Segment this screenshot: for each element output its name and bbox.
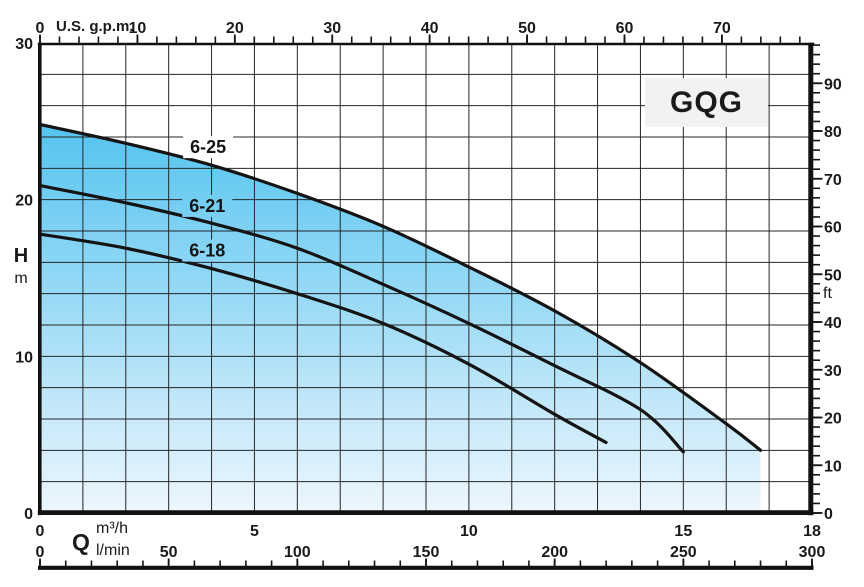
- axis-ticks: [39, 34, 823, 566]
- top-axis-tick-label: 50: [518, 20, 536, 37]
- plot-borders: [37, 42, 815, 570]
- curve-label-bg: [182, 194, 233, 217]
- left-axis-tick-label: 10: [15, 349, 33, 366]
- right-axis-tick-label: 50: [824, 267, 842, 284]
- right-axis-tick-label: 10: [824, 458, 842, 475]
- left-axis-tick-label: 30: [15, 36, 33, 53]
- top-axis-tick-label: 0: [36, 20, 45, 37]
- m3h-axis-tick-label: 5: [250, 523, 259, 540]
- left-axis-tick-label: 0: [24, 506, 33, 523]
- curve-label-bg: [183, 136, 234, 159]
- curve-label-bg: [182, 239, 233, 262]
- right-axis-tick-label: 20: [824, 411, 842, 428]
- chart-title: GQG: [645, 78, 768, 127]
- lmin-axis-tick-label: 100: [284, 544, 311, 561]
- m3h-axis-tick-label: 15: [674, 523, 692, 540]
- top-axis-tick-label: 70: [713, 20, 731, 37]
- m3h-axis-tick-label: 18: [803, 523, 821, 540]
- right-axis-unit-label: ft: [823, 285, 832, 302]
- lmin-axis-tick-label: 150: [413, 544, 440, 561]
- flow-axis-m3h-unit-label: m³/h: [96, 520, 128, 537]
- right-axis-tick-label: 0: [824, 506, 833, 523]
- curve-label-6-18: 6-18: [189, 241, 225, 261]
- curve-label-6-25: 6-25: [190, 137, 226, 157]
- flow-axis-lmin-unit-label: l/min: [96, 542, 130, 559]
- right-axis-tick-label: 70: [824, 172, 842, 189]
- grid-lines: [40, 43, 812, 513]
- left-axis-tick-label: 20: [15, 193, 33, 210]
- lmin-axis-tick-label: 300: [799, 544, 826, 561]
- curve-6-21: [38, 184, 685, 454]
- m3h-axis-tick-label: 10: [460, 523, 478, 540]
- curve-labels: 6-25 6-21 6-18: [182, 136, 234, 262]
- left-axis-quantity-label: H: [13, 245, 29, 267]
- flow-axis-symbol: Q: [72, 529, 90, 555]
- m3h-axis-tick-label: 0: [36, 523, 45, 540]
- top-axis-tick-label: 10: [129, 20, 147, 37]
- curve-6-25: [38, 122, 763, 452]
- left-axis-unit-label: m: [14, 270, 28, 287]
- curve-label-6-21: 6-21: [189, 196, 225, 216]
- right-axis-tick-label: 60: [824, 220, 842, 237]
- right-axis-tick-label: 30: [824, 363, 842, 380]
- top-axis-unit-label: U.S. g.p.m.: [56, 18, 134, 35]
- lmin-axis-tick-label: 250: [670, 544, 697, 561]
- pump-curves: [38, 122, 763, 454]
- operating-envelope-fill: [40, 124, 761, 513]
- lmin-axis-tick-label: 50: [160, 544, 178, 561]
- right-axis-tick-label: 80: [824, 124, 842, 141]
- top-axis-tick-label: 30: [323, 20, 341, 37]
- top-axis-tick-label: 40: [421, 20, 439, 37]
- axis-tick-labels: 0 10 20 30 40 50 60 703020100908070605040302010…: [15, 20, 842, 561]
- right-axis-tick-label: 40: [824, 315, 842, 332]
- lmin-axis-tick-label: 200: [541, 544, 568, 561]
- right-axis-tick-label: 90: [824, 76, 842, 93]
- lmin-axis-tick-label: 0: [36, 544, 45, 561]
- curve-6-18: [38, 232, 608, 445]
- top-axis-tick-label: 20: [226, 20, 244, 37]
- top-axis-tick-label: 60: [616, 20, 634, 37]
